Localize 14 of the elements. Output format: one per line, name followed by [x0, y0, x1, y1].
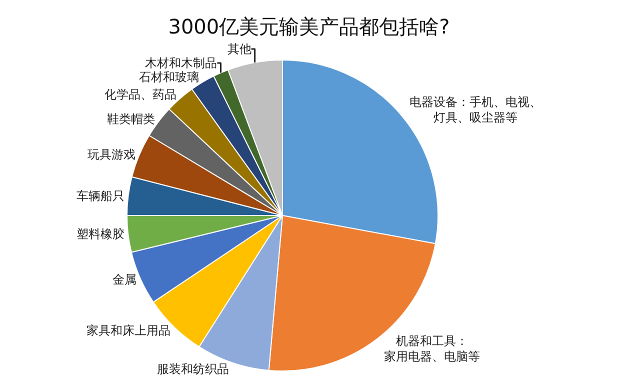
slice-label: 车辆船只 — [76, 188, 125, 203]
slice-label: 金属 — [112, 272, 137, 286]
slice-label: 家具和床上用品 — [86, 323, 170, 338]
slice-label: 鞋类帽类 — [106, 112, 155, 126]
slice-label: 石材和玻璃 — [139, 70, 200, 84]
slice-label: 塑料橡胶 — [76, 227, 125, 242]
slice-label: 化学品、药品 — [104, 88, 177, 102]
slice-label: 电器设备：手机、电视、灯具、吸尘器等 — [409, 95, 542, 125]
slice-label: 服装和纺织品 — [157, 362, 230, 376]
slice-label: 玩具游戏 — [88, 148, 136, 162]
slice-label: 木材和木制品 — [145, 56, 218, 70]
chart-title: 3000亿美元输美产品都包括啥? — [168, 14, 450, 39]
slice-label: 机器和工具：家用电器、电脑等 — [384, 334, 480, 364]
slice-label: 其他 — [227, 42, 252, 56]
